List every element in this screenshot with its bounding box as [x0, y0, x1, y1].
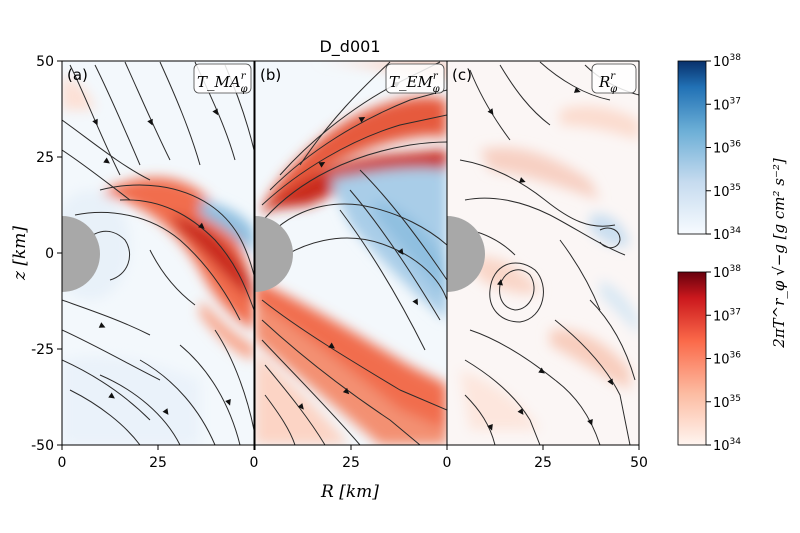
panel-a-arrows: [92, 108, 231, 415]
panel-c-arrows: [487, 87, 613, 431]
panel-a-label: (a): [67, 66, 88, 84]
panel-c-streamlines: [459, 61, 639, 445]
panel-a-quantity: T_MAr φ: [197, 71, 248, 95]
colorbar-tick-label: 1034: [713, 226, 741, 243]
colorbar-tick-label: 1034: [713, 437, 741, 454]
colorbar-tick-label: 1038: [713, 53, 741, 70]
x-tick-label: 0: [58, 455, 67, 471]
panel-b-black-hole: [255, 216, 293, 292]
panel-b: (b) T_EMr φ: [254, 60, 448, 446]
colorbar-tick-label: 1035: [713, 394, 741, 411]
colorbar-positive: 1038 1037 1036 1035 1034: [677, 264, 741, 454]
panel-a-quantity-box: [193, 63, 252, 94]
x-tick-label: 25: [534, 455, 552, 471]
panel-b-quantity: T_EMr φ: [389, 71, 440, 95]
y-axis-label: z [km]: [10, 226, 30, 281]
y-tick-label: 25: [36, 150, 54, 166]
x-tick-label: 0: [250, 455, 259, 471]
panel-a-black-hole: [62, 216, 100, 292]
panel-a: (a) T_MAr φ: [61, 60, 255, 446]
colorbar-tick-label: 1036: [713, 351, 741, 368]
panel-c-quantity: Rr φ: [598, 71, 617, 95]
colorbar-tick-label: 1036: [713, 140, 741, 157]
panel-b-label: (b): [260, 66, 281, 84]
panel-b-field: [255, 62, 447, 445]
colorbar-tick-label: 1035: [713, 183, 741, 200]
colorbar-tick-label: 1037: [713, 96, 741, 113]
x-tick-label: 0: [443, 455, 452, 471]
y-tick-label: -50: [31, 438, 54, 454]
colorbar-tick-label: 1038: [713, 264, 741, 281]
colorbar-label: 2πT^r_φ √−g [g cm² s⁻²]: [770, 158, 788, 349]
y-axis: 50 25 0 -25 -50: [31, 54, 62, 454]
panel-c-black-hole: [447, 216, 485, 292]
y-tick-label: -25: [31, 342, 54, 358]
chart-title: D_d001: [319, 37, 380, 57]
panel-b-streamlines: [257, 61, 447, 445]
y-tick-label: 0: [45, 246, 54, 262]
x-axis-label: R [km]: [320, 482, 379, 502]
y-tick-label: 50: [36, 54, 54, 70]
panel-c-field: [460, 105, 639, 430]
panel-c-label: (c): [452, 66, 472, 84]
x-tick-label: 25: [149, 455, 167, 471]
x-tick-label: 25: [342, 455, 360, 471]
panel-c: (c) Rr φ: [446, 60, 640, 446]
panel-c-quantity-box: [591, 63, 637, 94]
panel-b-quantity-box: [385, 63, 445, 94]
colorbar-negative: 1038 1037 1036 1035 1034: [677, 53, 741, 243]
colorbar-tick-label: 1037: [713, 307, 741, 324]
x-axis: 0 25 0 25 0 25 50: [58, 445, 648, 471]
x-tick-label: 50: [630, 455, 648, 471]
